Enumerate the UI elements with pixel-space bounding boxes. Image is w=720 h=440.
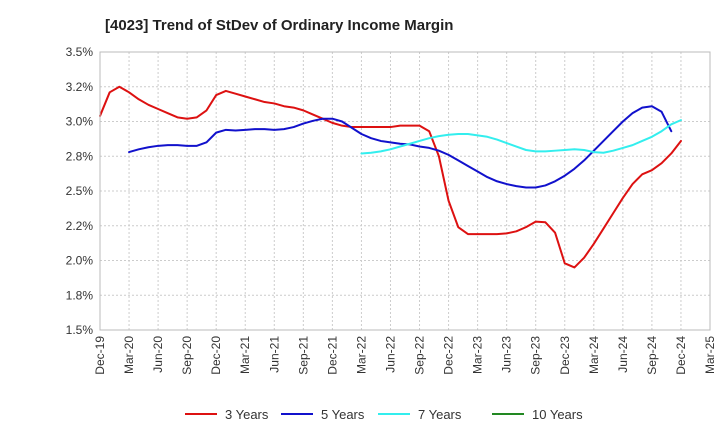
y-tick-label: 2.0%: [66, 254, 94, 268]
x-tick-label: Dec-19: [93, 336, 107, 375]
x-tick-label: Sep-23: [529, 336, 543, 375]
legend-label: 10 Years: [532, 407, 583, 422]
y-tick-label: 3.5%: [66, 45, 94, 59]
series-line-7-years: [360, 119, 682, 155]
legend-label: 7 Years: [418, 407, 462, 422]
x-tick-label: Jun-21: [267, 336, 281, 373]
x-tick-label: Dec-23: [558, 336, 572, 375]
x-tick-label: Sep-22: [413, 336, 427, 375]
series-line-5-years: [128, 105, 673, 189]
x-tick-label: Mar-23: [471, 336, 485, 374]
y-tick-label: 2.2%: [66, 219, 94, 233]
x-tick-label: Jun-24: [616, 336, 630, 373]
x-tick-label: Jun-22: [383, 336, 397, 373]
x-tick-label: Sep-20: [180, 336, 194, 375]
series-line-3-years: [99, 85, 682, 269]
y-axis: 1.5% 1.8% 2.0% 2.2% 2.5% 2.8% 3.0% 3.2% 3.5%: [66, 45, 94, 337]
x-tick-label: Mar-20: [122, 336, 136, 374]
x-tick-label: Jun-23: [500, 336, 514, 373]
series-lines: [99, 85, 682, 269]
x-axis: Dec-19 Mar-20 Jun-20 Sep-20 Dec-20 Mar-21 Jun-…: [93, 336, 717, 375]
y-tick-label: 3.0%: [66, 115, 94, 129]
x-tick-label: Dec-24: [674, 336, 688, 375]
y-tick-label: 1.5%: [66, 323, 94, 337]
chart-title: [4023] Trend of StDev of Ordinary Income…: [105, 17, 453, 34]
y-tick-label: 2.5%: [66, 184, 94, 198]
x-tick-label: Sep-21: [296, 336, 310, 375]
legend: 3 Years 5 Years 7 Years 10 Years: [185, 407, 583, 422]
x-tick-label: Dec-21: [325, 336, 339, 375]
y-tick-label: 3.2%: [66, 80, 94, 94]
x-tick-label: Dec-20: [209, 336, 223, 375]
legend-label: 3 Years: [225, 407, 269, 422]
x-tick-label: Mar-21: [238, 336, 252, 374]
x-tick-label: Mar-25: [703, 336, 717, 374]
legend-label: 5 Years: [321, 407, 365, 422]
x-tick-label: Mar-24: [587, 336, 601, 374]
grid: [100, 52, 710, 330]
x-tick-label: Mar-22: [354, 336, 368, 374]
y-tick-label: 2.8%: [66, 149, 94, 163]
x-tick-label: Jun-20: [151, 336, 165, 373]
y-tick-label: 1.8%: [66, 288, 94, 302]
x-tick-label: Dec-22: [442, 336, 456, 375]
x-tick-label: Sep-24: [645, 336, 659, 375]
plot-border: [99, 51, 711, 331]
